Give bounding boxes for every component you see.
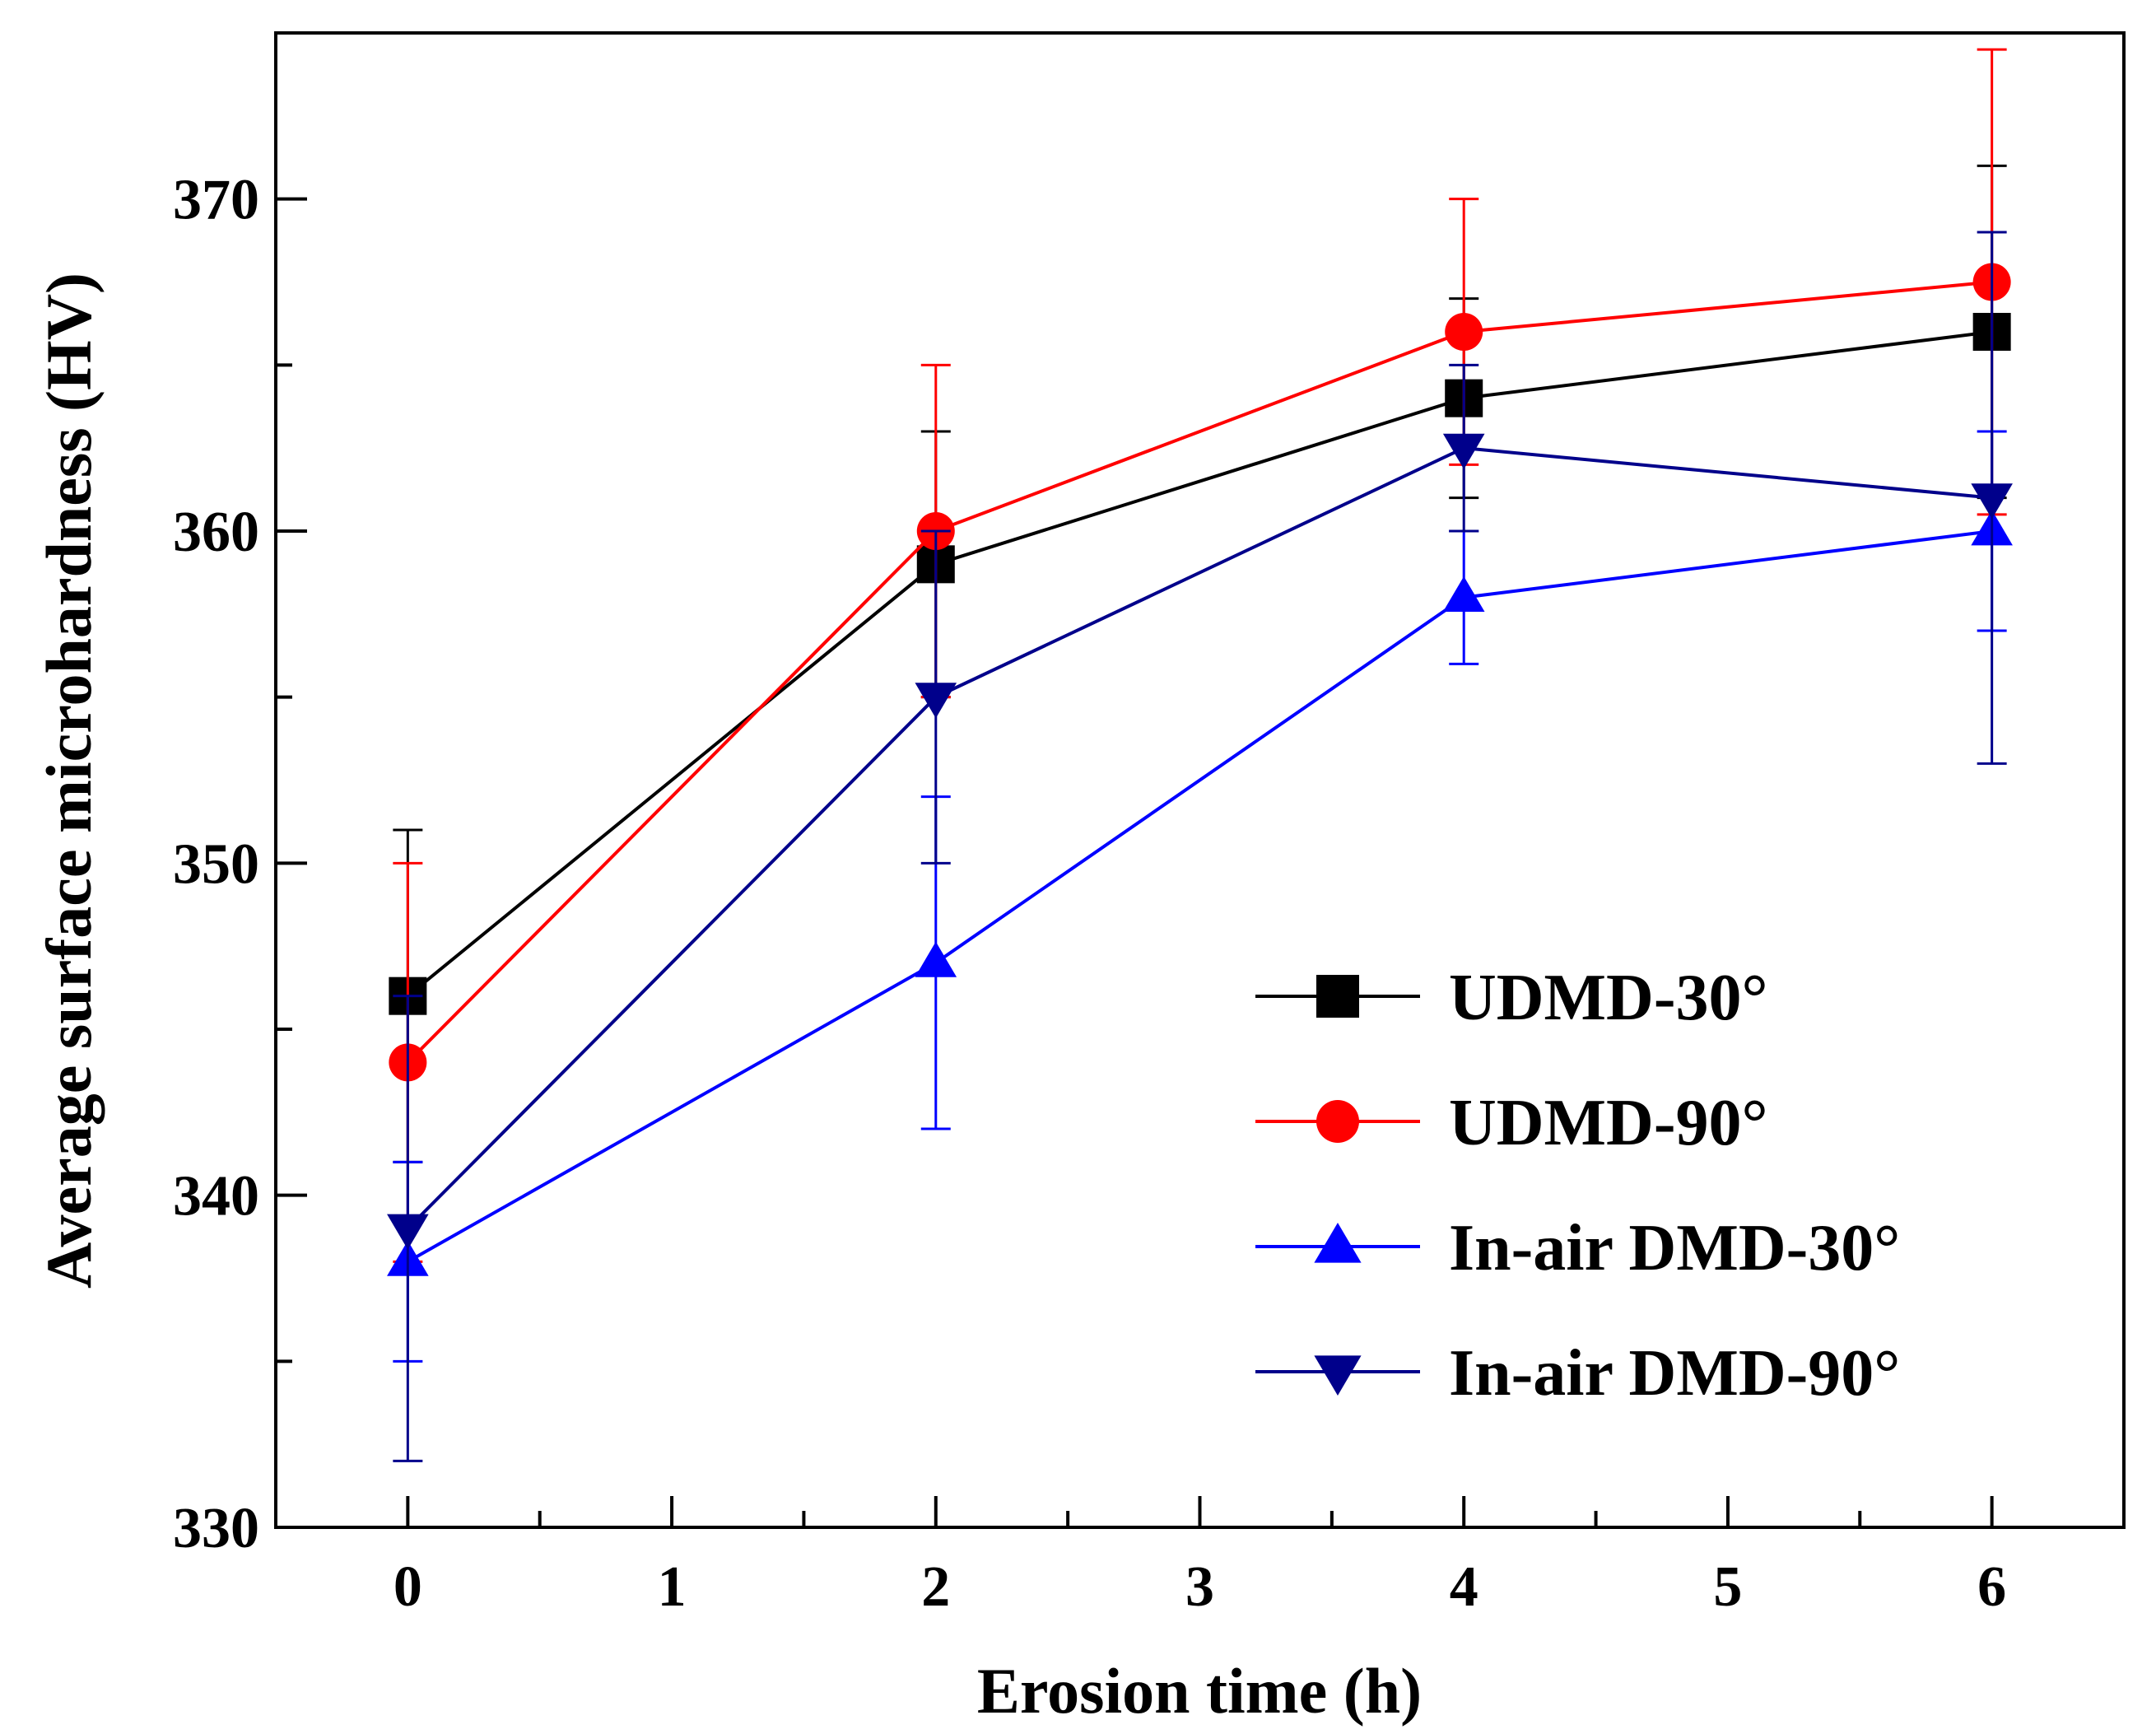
data-point [1445, 313, 1483, 351]
legend-item: In-air DMD-90° [1255, 1337, 1900, 1410]
x-tick-label: 4 [1450, 1555, 1478, 1619]
x-tick-label: 5 [1713, 1555, 1742, 1619]
legend-marker [1316, 1100, 1359, 1143]
series-line [406, 446, 1992, 1230]
legend: UDMD-30° UDMD-90° In-air DMD-30° In-air DMD… [1255, 962, 1900, 1410]
x-tick-label: 0 [393, 1555, 422, 1619]
x-tick-label: 3 [1185, 1555, 1214, 1619]
legend-marker [1316, 975, 1359, 1018]
data-point [1971, 483, 2013, 520]
legend-item: UDMD-30° [1255, 962, 1767, 1034]
legend-item: In-air DMD-30° [1255, 1212, 1900, 1284]
series-2 [389, 48, 2011, 1263]
x-tick-label: 6 [1977, 1555, 2006, 1619]
legend-label: In-air DMD-30° [1449, 1212, 1900, 1284]
data-point [387, 1214, 429, 1250]
y-tick-label: 330 [173, 1497, 259, 1560]
legend-label: UDMD-90° [1449, 1087, 1767, 1159]
y-tick-label: 370 [173, 169, 259, 232]
legend-label: In-air DMD-90° [1449, 1337, 1900, 1410]
axis-layer: 0 1 2 3 4 5 6 330 340 350 360 370 [173, 169, 2006, 1619]
data-point [915, 683, 957, 719]
series-layer [387, 48, 2013, 1462]
x-tick-label: 2 [921, 1555, 950, 1619]
data-point [1442, 576, 1485, 613]
y-tick-label: 360 [173, 501, 259, 564]
series-line [407, 330, 1992, 998]
x-tick-label: 1 [658, 1555, 687, 1619]
legend-label: UDMD-30° [1449, 962, 1767, 1034]
y-axis-title: Average surface microhardness (HV) [33, 273, 105, 1289]
y-tick-label: 340 [173, 1165, 259, 1228]
legend-marker [1314, 1222, 1362, 1263]
legend-marker [1314, 1355, 1362, 1396]
series-4 [387, 231, 2013, 1462]
data-point [1442, 433, 1485, 469]
legend-item: UDMD-90° [1255, 1087, 1767, 1159]
series-line [407, 529, 1992, 1264]
y-tick-label: 350 [173, 832, 259, 896]
x-axis-title: Erosion time (h) [977, 1655, 1422, 1727]
series-line [406, 280, 1992, 1064]
data-point [915, 941, 957, 977]
